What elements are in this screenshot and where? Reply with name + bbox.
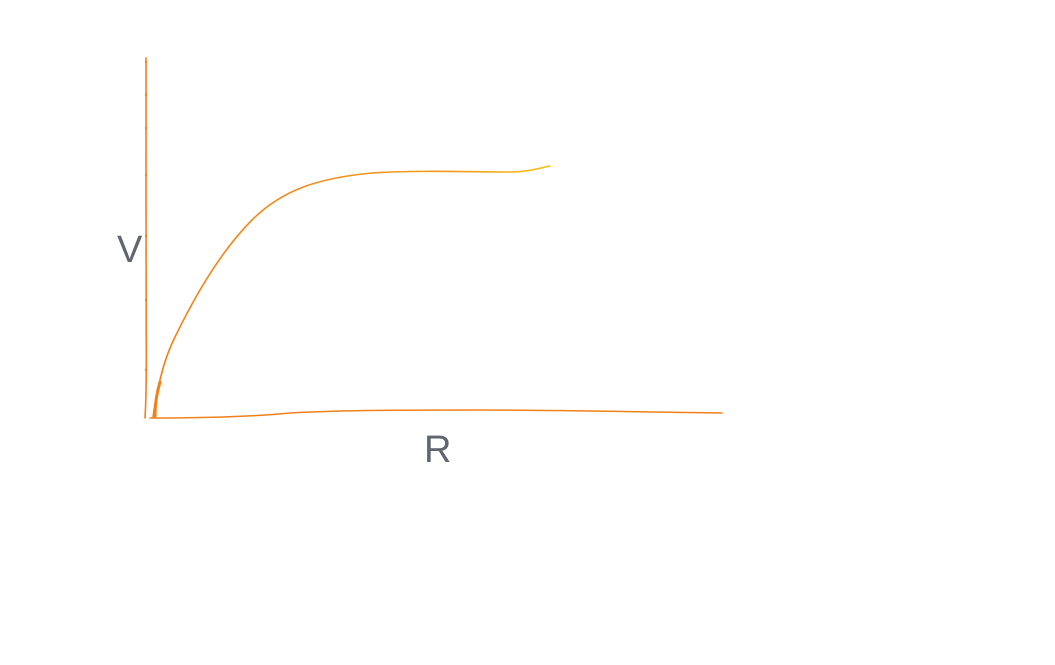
x-axis-label: R — [424, 429, 451, 471]
curve-origin-stroke-2 — [152, 389, 159, 418]
y-axis-label: V — [117, 229, 143, 271]
y-tick — [144, 60, 148, 64]
y-tick — [144, 298, 148, 302]
y-tick — [144, 368, 148, 372]
y-tick — [144, 234, 148, 238]
y-tick — [144, 126, 148, 130]
y-axis-ticks — [144, 60, 148, 372]
y-tick — [144, 173, 148, 177]
v-vs-r-curve — [153, 165, 551, 417]
y-axis-line — [144, 57, 148, 419]
x-axis-line — [149, 409, 723, 419]
y-tick — [144, 93, 148, 97]
